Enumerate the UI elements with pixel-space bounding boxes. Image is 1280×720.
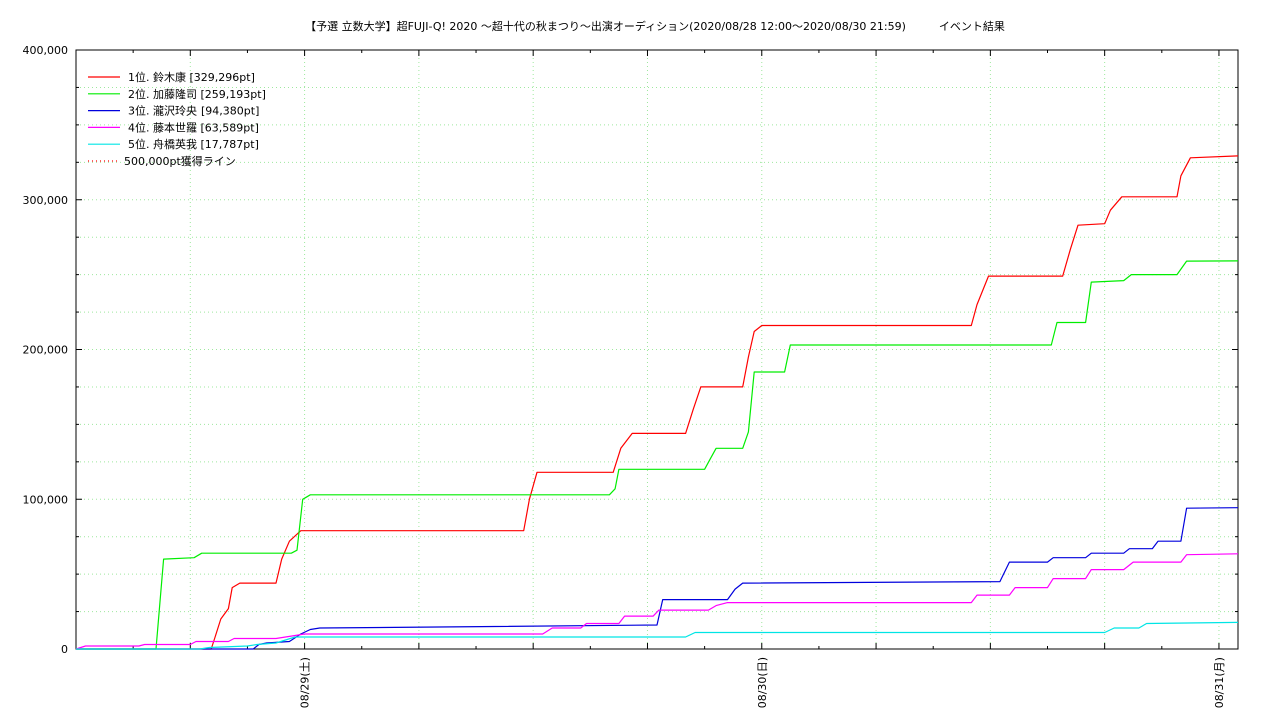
y-tick-label: 100,000 [23, 493, 69, 506]
legend: 1位. 鈴木康 [329,296pt] 2位. 加藤隆司 [259,193pt] 3… [88, 70, 266, 168]
x-tick-label: 08/30(日) [756, 657, 769, 708]
legend-label-4: 4位. 藤本世羅 [63,589pt] [128, 120, 259, 134]
legend-label-1: 1位. 鈴木康 [329,296pt] [128, 70, 255, 84]
axes: 0 100,000 200,000 300,000 400,000 08/29(土) 08/… [23, 44, 1238, 708]
y-tick-label: 200,000 [23, 344, 69, 357]
grid [76, 50, 1238, 649]
series-group [75, 155, 1239, 650]
chart-title: 【予選 立数大学】超FUJI-Q! 2020 〜超十代の秋まつり〜出演オーディシ… [305, 19, 1005, 33]
y-tick-label: 300,000 [23, 194, 69, 207]
series-line-1 [76, 155, 1239, 650]
series-line-2 [76, 260, 1239, 650]
x-tick-label: 08/29(土) [299, 657, 312, 708]
legend-label-6: 500,000pt獲得ライン [124, 155, 236, 168]
series-line-4 [75, 553, 1239, 650]
y-tick-label: 0 [61, 643, 68, 656]
legend-label-5: 5位. 舟橋英我 [17,787pt] [128, 137, 259, 151]
series-line-5 [76, 621, 1239, 650]
legend-label-3: 3位. 瀧沢玲央 [94,380pt] [128, 104, 259, 118]
legend-label-2: 2位. 加藤隆司 [259,193pt] [128, 87, 266, 101]
y-tick-label: 400,000 [23, 44, 69, 57]
x-tick-label: 08/31(月) [1213, 657, 1226, 708]
series-line-3 [76, 507, 1239, 650]
